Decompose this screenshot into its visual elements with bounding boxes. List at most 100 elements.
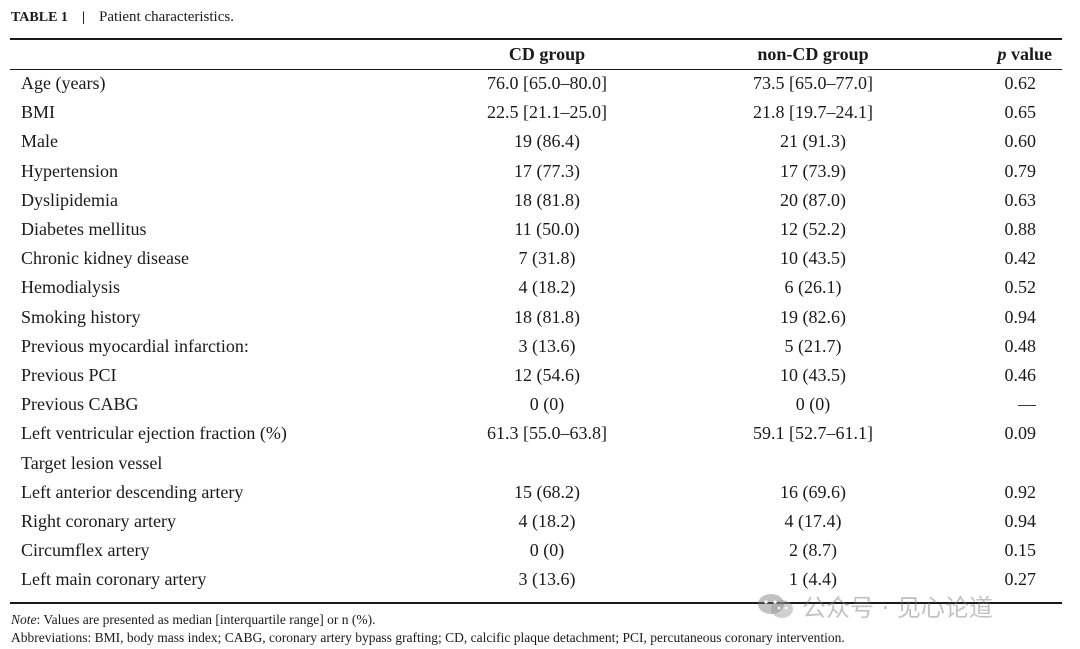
row-label: Target lesion vessel [21, 452, 163, 473]
table-row: Age (years) 76.0 [65.0–80.0] 73.5 [65.0–77… [10, 69, 1062, 98]
cd-value: 22.5 [21.1–25.0] [487, 102, 607, 123]
caption-separator: | [81, 10, 86, 25]
noncd-value: 21 (91.3) [780, 131, 846, 152]
p-value: 0.94 [1004, 510, 1037, 531]
table-row: Dyslipidemia 18 (81.8) 20 (87.0) 0.63 [10, 186, 1062, 215]
row-label: Left ventricular ejection fraction (%) [21, 423, 287, 444]
header-cd-group: CD group [508, 44, 586, 64]
cd-value: 61.3 [55.0–63.8] [487, 423, 607, 444]
table-title: Patient characteristics. [99, 9, 234, 25]
top-rule [10, 38, 1062, 40]
table-caption: TABLE 1 | Patient characteristics. [11, 9, 234, 26]
cd-value: 11 (50.0) [514, 219, 580, 240]
noncd-value: 10 (43.5) [780, 364, 846, 385]
p-value: 0.79 [1004, 160, 1037, 181]
p-value: 0.60 [1004, 131, 1037, 152]
noncd-value: 16 (69.6) [780, 481, 846, 502]
watermark: 公众号 · 见心论道 [756, 588, 993, 623]
table-row: Left main coronary artery 3 (13.6) 1 (4.4)… [10, 565, 1062, 594]
table-row: Right coronary artery 4 (18.2) 4 (17.4) 0.9… [10, 507, 1062, 536]
p-value: 0.65 [1004, 102, 1037, 123]
table-row: Previous myocardial infarction: 3 (13.6) 5… [10, 332, 1062, 361]
row-label: Right coronary artery [21, 510, 176, 531]
table-number: TABLE 1 [11, 10, 68, 25]
cd-value: 3 (13.6) [518, 569, 576, 590]
table-row: BMI 22.5 [21.1–25.0] 21.8 [19.7–24.1] 0.65 [10, 98, 1062, 127]
cd-value: 15 (68.2) [514, 481, 580, 502]
cd-value: 76.0 [65.0–80.0] [487, 73, 607, 94]
table-notes: Note: Values are presented as median [in… [11, 611, 845, 647]
p-value: 0.46 [1004, 364, 1037, 385]
p-value: 0.15 [1004, 540, 1037, 561]
row-label: Previous CABG [21, 394, 139, 415]
table-row: Previous PCI 12 (54.6) 10 (43.5) 0.46 [10, 361, 1062, 390]
note-label: Note [11, 612, 37, 627]
row-label: BMI [21, 102, 56, 123]
row-label: Left main coronary artery [21, 569, 207, 590]
cd-value: 0 (0) [529, 540, 565, 561]
header-variable [10, 40, 403, 69]
table-row: Chronic kidney disease 7 (31.8) 10 (43.5) 0… [10, 244, 1062, 273]
abbreviations-line: Abbreviations: BMI, body mass index; CAB… [11, 630, 845, 645]
noncd-value: 5 (21.7) [784, 335, 842, 356]
row-label: Hemodialysis [21, 277, 120, 298]
row-label: Male [21, 131, 58, 152]
cd-value: 18 (81.8) [514, 189, 580, 210]
table-row: Previous CABG 0 (0) 0 (0) — [10, 390, 1062, 419]
row-label: Dyslipidemia [21, 189, 118, 210]
table-row: Hypertension 17 (77.3) 17 (73.9) 0.79 [10, 157, 1062, 186]
table-row: Left ventricular ejection fraction (%) 61… [10, 419, 1062, 448]
row-label: Diabetes mellitus [21, 219, 147, 240]
noncd-value: 59.1 [52.7–61.1] [753, 423, 873, 444]
noncd-value: 2 (8.7) [789, 540, 837, 561]
row-label: Smoking history [21, 306, 141, 327]
header-p-rest: value [1006, 44, 1052, 64]
table-row: Male 19 (86.4) 21 (91.3) 0.60 [10, 127, 1062, 156]
cd-value: 4 (18.2) [518, 510, 576, 531]
cd-value: 12 (54.6) [514, 364, 580, 385]
note-text: : Values are presented as median [interq… [36, 612, 376, 627]
table-row: Target lesion vessel [10, 448, 1062, 477]
header-noncd-group: non-CD group [757, 44, 869, 64]
cd-value: 3 (13.6) [518, 335, 576, 356]
cd-value [403, 448, 691, 477]
p-value: 0.27 [1004, 569, 1037, 590]
p-value [935, 448, 1062, 477]
row-label: Previous PCI [21, 364, 117, 385]
header-rule [10, 69, 1062, 70]
noncd-value: 73.5 [65.0–77.0] [753, 73, 873, 94]
row-label: Chronic kidney disease [21, 248, 189, 269]
p-value: 0.92 [1004, 481, 1037, 502]
p-value: 0.94 [1004, 306, 1037, 327]
header-p-italic: p [997, 44, 1007, 64]
noncd-value: 21.8 [19.7–24.1] [753, 102, 873, 123]
row-label: Hypertension [21, 160, 118, 181]
table-body: Age (years) 76.0 [65.0–80.0] 73.5 [65.0–77… [10, 69, 1062, 594]
noncd-value: 12 (52.2) [780, 219, 846, 240]
wechat-icon [758, 593, 793, 618]
note-line: Note: Values are presented as median [in… [11, 611, 845, 629]
noncd-value: 20 (87.0) [780, 189, 846, 210]
noncd-value: 4 (17.4) [784, 510, 842, 531]
noncd-value: 10 (43.5) [780, 248, 846, 269]
row-label: Circumflex artery [21, 540, 150, 561]
row-label: Age (years) [21, 73, 106, 94]
cd-value: 17 (77.3) [514, 160, 580, 181]
table-row: Circumflex artery 0 (0) 2 (8.7) 0.15 [10, 536, 1062, 565]
cd-value: 0 (0) [529, 394, 565, 415]
table-row: Hemodialysis 4 (18.2) 6 (26.1) 0.52 [10, 273, 1062, 302]
patient-characteristics-table: CD group non-CD group p value Age (years… [10, 40, 1062, 594]
cd-value: 7 (31.8) [518, 248, 576, 269]
bottom-rule [10, 602, 1062, 604]
table-row: Left anterior descending artery 15 (68.2)… [10, 478, 1062, 507]
noncd-value: 1 (4.4) [789, 569, 837, 590]
watermark-text: 公众号 · 见心论道 [802, 594, 993, 622]
p-value: 0.42 [1004, 248, 1037, 269]
header-p-value: p value [935, 40, 1062, 69]
p-value: 0.48 [1004, 335, 1037, 356]
p-value: 0.52 [1004, 277, 1037, 298]
noncd-value [691, 448, 935, 477]
noncd-value: 19 (82.6) [780, 306, 846, 327]
row-label: Previous myocardial infarction: [21, 335, 249, 356]
table-row: Diabetes mellitus 11 (50.0) 12 (52.2) 0.88 [10, 215, 1062, 244]
